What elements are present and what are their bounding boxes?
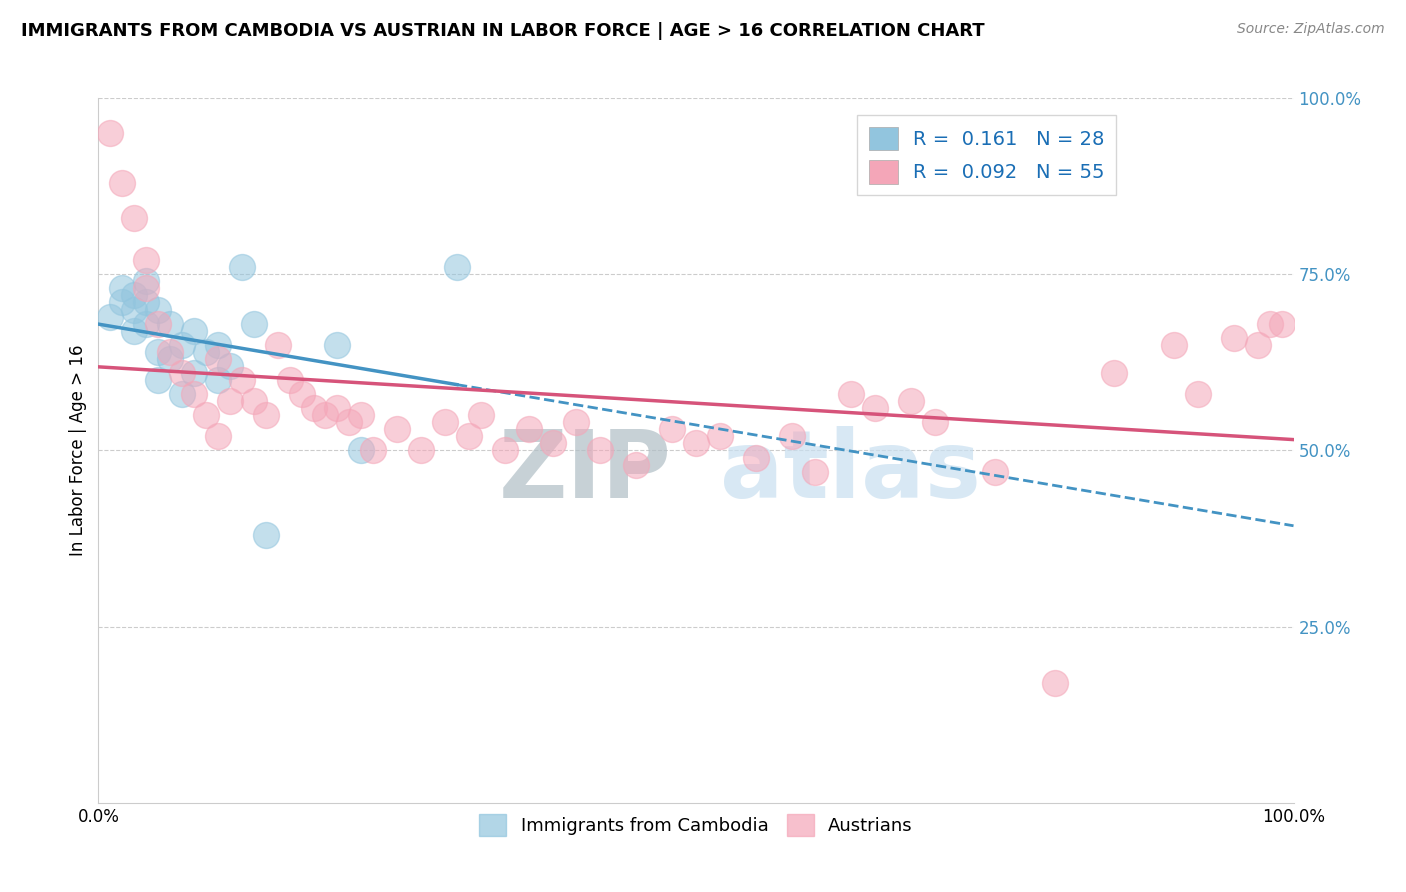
Point xyxy=(148,317,170,331)
Point xyxy=(135,281,157,295)
Point xyxy=(183,324,205,338)
Point xyxy=(1223,331,1246,345)
Point xyxy=(291,387,314,401)
Text: IMMIGRANTS FROM CAMBODIA VS AUSTRIAN IN LABOR FORCE | AGE > 16 CORRELATION CHART: IMMIGRANTS FROM CAMBODIA VS AUSTRIAN IN … xyxy=(21,22,984,40)
Point xyxy=(315,408,337,422)
Point xyxy=(363,443,385,458)
Point xyxy=(278,373,301,387)
Point xyxy=(541,436,564,450)
Point xyxy=(254,528,277,542)
Point xyxy=(1247,338,1270,352)
Point xyxy=(124,211,146,225)
Point xyxy=(517,422,540,436)
Point xyxy=(243,394,266,409)
Point xyxy=(172,338,194,352)
Point xyxy=(207,338,229,352)
Point xyxy=(1187,387,1209,401)
Point xyxy=(780,429,803,443)
Point xyxy=(924,415,946,429)
Point xyxy=(172,366,194,380)
Point xyxy=(1271,317,1294,331)
Point xyxy=(135,253,157,268)
Point xyxy=(494,443,516,458)
Text: ZIP: ZIP xyxy=(499,425,672,517)
Point xyxy=(385,422,409,436)
Point xyxy=(219,394,242,409)
Point xyxy=(865,401,887,416)
Point xyxy=(183,366,205,380)
Point xyxy=(159,351,181,366)
Point xyxy=(243,317,266,331)
Point xyxy=(148,344,170,359)
Point xyxy=(900,394,922,409)
Point xyxy=(111,176,134,190)
Point xyxy=(1043,676,1066,690)
Point xyxy=(135,274,157,288)
Point xyxy=(458,429,481,443)
Point xyxy=(1104,366,1126,380)
Point xyxy=(709,429,731,443)
Point xyxy=(350,408,373,422)
Point xyxy=(231,373,253,387)
Point xyxy=(841,387,863,401)
Point xyxy=(195,408,218,422)
Point xyxy=(326,401,349,416)
Point xyxy=(326,338,349,352)
Point xyxy=(98,127,122,141)
Point xyxy=(745,450,768,465)
Point xyxy=(267,338,290,352)
Point xyxy=(159,344,181,359)
Point xyxy=(207,373,229,387)
Point xyxy=(135,295,157,310)
Point xyxy=(195,344,218,359)
Point xyxy=(565,415,588,429)
Point xyxy=(148,302,170,317)
Text: atlas: atlas xyxy=(720,425,981,517)
Point xyxy=(207,351,229,366)
Point xyxy=(470,408,492,422)
Y-axis label: In Labor Force | Age > 16: In Labor Force | Age > 16 xyxy=(69,344,87,557)
Legend: Immigrants from Cambodia, Austrians: Immigrants from Cambodia, Austrians xyxy=(472,806,920,843)
Point xyxy=(98,310,122,324)
Point xyxy=(124,302,146,317)
Point xyxy=(1163,338,1185,352)
Point xyxy=(302,401,325,416)
Point xyxy=(219,359,242,373)
Point xyxy=(626,458,648,472)
Point xyxy=(661,422,683,436)
Point xyxy=(1258,317,1281,331)
Point xyxy=(984,465,1007,479)
Point xyxy=(231,260,253,275)
Point xyxy=(172,387,194,401)
Point xyxy=(111,295,134,310)
Point xyxy=(148,373,170,387)
Point xyxy=(446,260,468,275)
Point xyxy=(411,443,433,458)
Point xyxy=(159,317,181,331)
Point xyxy=(589,443,612,458)
Point xyxy=(350,443,373,458)
Point xyxy=(124,324,146,338)
Point xyxy=(207,429,229,443)
Point xyxy=(183,387,205,401)
Text: Source: ZipAtlas.com: Source: ZipAtlas.com xyxy=(1237,22,1385,37)
Point xyxy=(254,408,277,422)
Point xyxy=(135,317,157,331)
Point xyxy=(339,415,361,429)
Point xyxy=(111,281,134,295)
Point xyxy=(434,415,457,429)
Point xyxy=(685,436,707,450)
Point xyxy=(804,465,827,479)
Point xyxy=(124,288,146,302)
